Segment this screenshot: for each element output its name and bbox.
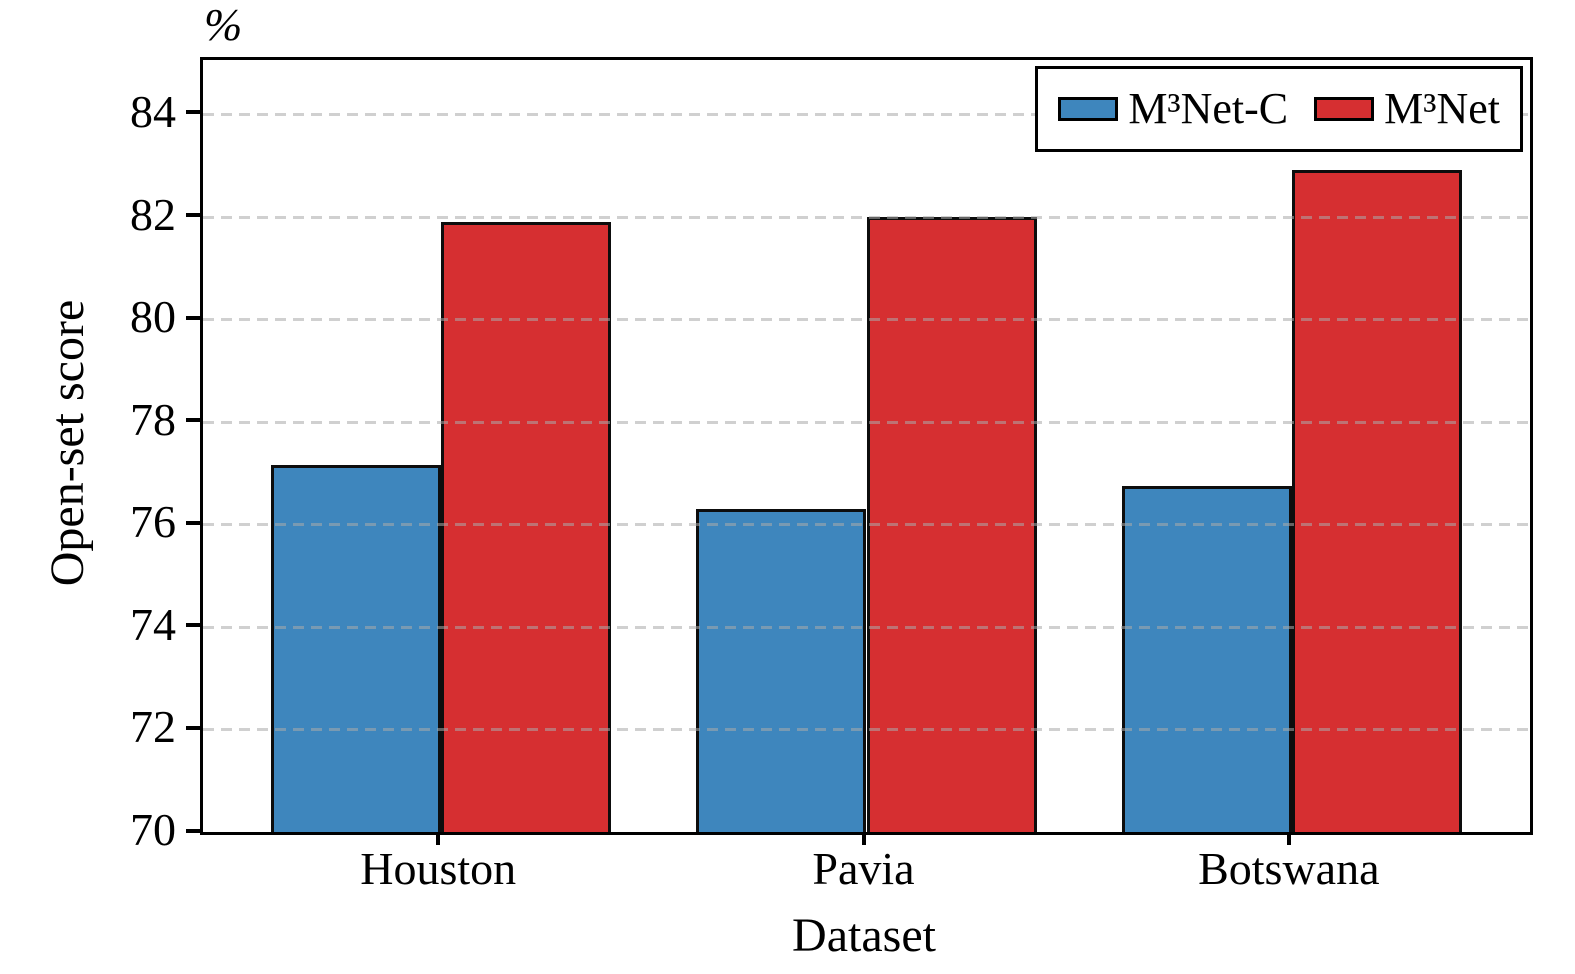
x-tick-mark-botswana xyxy=(1286,832,1291,845)
gridline-y72 xyxy=(203,728,1530,732)
bar-mnet-houston xyxy=(441,221,612,832)
gridline-y78 xyxy=(203,420,1530,424)
y-tick-mark-78 xyxy=(186,418,200,423)
x-tick-label-houston: Houston xyxy=(360,843,517,894)
legend: M³Net-C M³Net xyxy=(1035,66,1523,152)
legend-label: M³Net-C xyxy=(1128,84,1289,133)
gridline-y80 xyxy=(203,318,1530,321)
x-tick-mark-pavia xyxy=(861,832,866,845)
y-tick-mark-76 xyxy=(186,520,200,525)
y-tick-label-72: 72 xyxy=(130,701,176,753)
y-tick-label-70: 70 xyxy=(130,804,176,855)
y-tick-mark-84 xyxy=(186,110,200,115)
legend-label: M³Net xyxy=(1384,84,1500,133)
gridline-y76 xyxy=(203,523,1530,527)
gridline-y74 xyxy=(203,625,1530,629)
x-tick-mark-houston xyxy=(436,832,441,845)
y-tick-mark-72 xyxy=(186,725,200,730)
bar-mnetc-houston xyxy=(271,465,442,832)
bar-mnet-botswana xyxy=(1291,170,1462,832)
y-tick-label-78: 78 xyxy=(130,393,176,445)
legend-entry-mnetc: M³Net-C xyxy=(1058,87,1288,131)
x-axis-title: Dataset xyxy=(792,909,936,962)
y-tick-mark-70 xyxy=(186,828,200,833)
bar-mnetc-botswana xyxy=(1121,485,1292,832)
x-tick-label-botswana: Botswana xyxy=(1198,843,1380,894)
bar-mnetc-pavia xyxy=(696,508,867,832)
y-tick-label-76: 76 xyxy=(130,496,176,548)
y-tick-label-82: 82 xyxy=(130,188,176,240)
y-tick-mark-74 xyxy=(186,623,200,628)
gridline-y84 xyxy=(203,112,1530,116)
legend-swatch xyxy=(1314,97,1375,121)
y-tick-label-74: 74 xyxy=(130,598,176,650)
legend-entry-mnet: M³Net xyxy=(1314,87,1500,131)
y-axis-unit-label: % xyxy=(204,0,243,50)
legend-swatch xyxy=(1058,97,1119,121)
x-tick-label-pavia: Pavia xyxy=(812,843,915,894)
y-tick-mark-80 xyxy=(186,315,200,320)
y-tick-label-80: 80 xyxy=(130,291,176,342)
plot-area: M³Net-C M³Net xyxy=(200,57,1533,835)
y-tick-label-84: 84 xyxy=(130,85,176,137)
y-tick-mark-82 xyxy=(186,213,200,217)
gridline-y82 xyxy=(203,215,1530,219)
